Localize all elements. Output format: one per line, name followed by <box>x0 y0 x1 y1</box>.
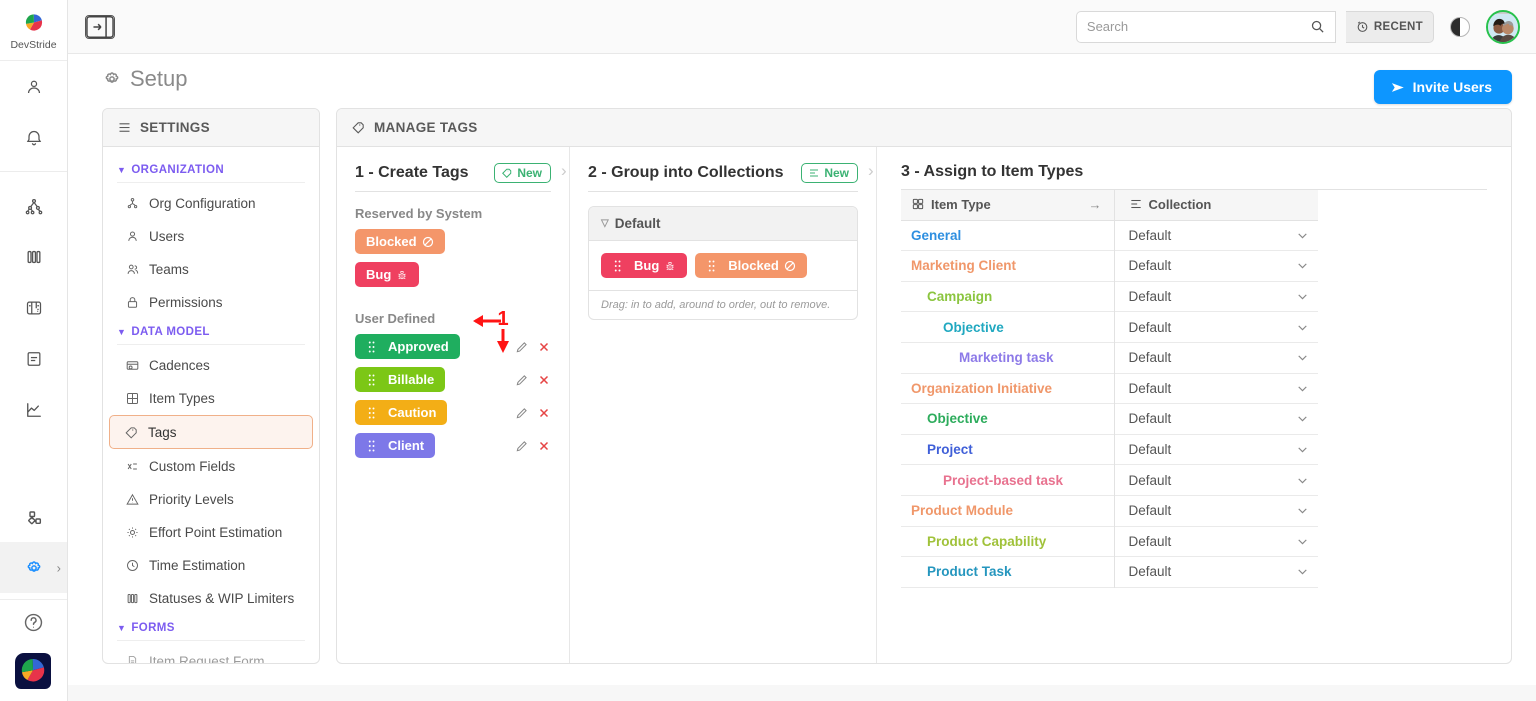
svg-text:1: 1 <box>497 308 508 330</box>
